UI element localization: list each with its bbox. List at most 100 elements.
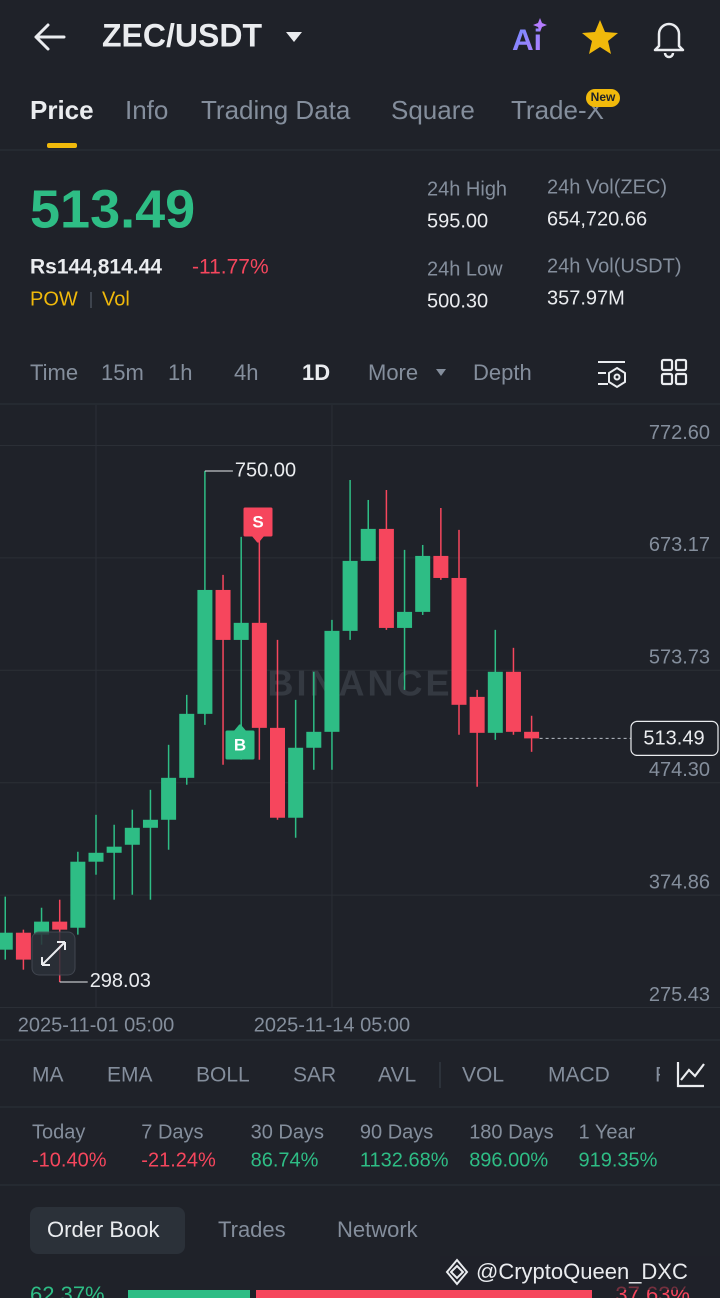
indicator[interactable]: MACD	[548, 1064, 610, 1087]
candle-body	[469, 696, 485, 733]
bottom-tab[interactable]: Trades	[218, 1217, 286, 1242]
bid-ratio: 62.37%	[30, 1282, 105, 1298]
y-tick-label: 374.86	[649, 871, 710, 893]
interval[interactable]: 4h	[234, 360, 258, 385]
candle-body	[433, 555, 449, 578]
watermark: BINANCE	[267, 663, 452, 704]
low-label: 298.03	[90, 970, 151, 992]
bottom-tabs: Order Book Trades Network	[47, 1217, 419, 1242]
indicator[interactable]: VOL	[462, 1064, 504, 1087]
indicator-settings-icon[interactable]	[676, 1062, 705, 1088]
period-change: 1132.68%	[360, 1149, 449, 1171]
new-badge-text: New	[591, 90, 616, 104]
tag[interactable]: Vol	[102, 288, 130, 310]
candle-body	[378, 528, 394, 628]
interval[interactable]: More	[368, 360, 418, 385]
stat-value: 357.97M	[547, 287, 625, 309]
trade-marker-label: B	[234, 735, 246, 754]
period-change: 86.74%	[251, 1149, 319, 1171]
candle-body	[179, 713, 195, 778]
interval[interactable]: 15m	[101, 360, 144, 385]
performance-row: Today -10.40% 7 Days -21.24% 30 Days 86.74% 90…	[32, 1121, 658, 1171]
candle-body	[251, 622, 267, 728]
x-tick-label: 2025-11-01 05:00	[18, 1014, 174, 1036]
stat-value: 654,720.66	[547, 208, 647, 230]
layout-icon[interactable]	[660, 358, 688, 386]
tab[interactable]: Trading Data	[201, 95, 351, 125]
stat-value: 500.30	[427, 290, 488, 312]
y-tick-label: 573.73	[649, 647, 710, 669]
tab[interactable]: Info	[125, 95, 168, 125]
candle-body	[52, 921, 68, 930]
stat-label: 24h Vol(USDT)	[547, 255, 682, 277]
trade-marker	[243, 507, 273, 543]
stat-value: 595.00	[427, 210, 488, 232]
fiat-price: Rs144,814.44	[30, 256, 162, 279]
last-price-box	[630, 720, 719, 756]
bottom-tab[interactable]: Network	[337, 1217, 419, 1242]
tab[interactable]: Price	[30, 95, 94, 125]
tag[interactable]: POW	[30, 288, 78, 310]
indicator[interactable]: SAR	[293, 1064, 336, 1087]
candle-body	[34, 921, 50, 935]
candle-body	[270, 727, 285, 818]
candle-body	[342, 560, 358, 631]
indicator[interactable]: BOLL	[196, 1064, 250, 1087]
candle-body	[451, 577, 467, 705]
period: 90 Days	[360, 1121, 433, 1143]
last-price-label: 513.49	[643, 728, 704, 750]
candle-body	[487, 671, 503, 733]
watermark-logo	[445, 1258, 469, 1286]
candle-body	[197, 589, 213, 714]
interval[interactable]: Time	[30, 360, 78, 385]
stats: 24h High 595.00 24h Vol(ZEC) 654,720.66 24h …	[427, 176, 682, 312]
stat-label: 24h Vol(ZEC)	[547, 176, 667, 198]
candle-body	[161, 777, 177, 820]
interval[interactable]: 1D	[302, 360, 330, 385]
watermark-bg	[440, 1256, 720, 1290]
candle-body	[505, 671, 521, 732]
candle-body	[306, 731, 322, 748]
trade-marker-label: S	[252, 512, 263, 531]
ai-button[interactable]: Ai	[512, 24, 542, 57]
candle-body	[233, 622, 249, 640]
indicator[interactable]: AVL	[378, 1064, 416, 1087]
period-change: -21.24%	[141, 1149, 216, 1171]
candle-body	[288, 747, 304, 818]
interval-bar: Time 15m 1h 4h 1D More Depth	[30, 360, 532, 385]
favorite-star[interactable]	[582, 20, 618, 54]
candle-body	[360, 528, 376, 561]
indicator[interactable]: EMA	[107, 1064, 153, 1087]
more-dropdown[interactable]	[436, 369, 446, 376]
y-tick-label: 275.43	[649, 984, 710, 1006]
period: 7 Days	[141, 1121, 203, 1143]
candle-body	[415, 555, 431, 612]
ai-sparkle	[533, 18, 547, 32]
candle-body	[324, 630, 340, 732]
y-tick-label: 673.17	[649, 534, 710, 556]
y-tick-label: 772.60	[649, 422, 710, 444]
trade-marker	[225, 724, 255, 760]
indicator[interactable]: MA	[32, 1064, 64, 1087]
pair-title[interactable]: ZEC/USDT	[102, 17, 262, 53]
last-price: 513.49	[30, 179, 195, 239]
bottom-tab[interactable]: Order Book	[47, 1217, 160, 1242]
chart-settings-icon[interactable]	[598, 361, 626, 389]
interval[interactable]: Depth	[473, 360, 532, 385]
back-button[interactable]	[34, 23, 66, 51]
indicator-bar: MAEMABOLLSARAVLVOLMACDR	[32, 1064, 670, 1087]
new-badge	[586, 89, 620, 107]
period-change: 896.00%	[469, 1149, 548, 1171]
candlestick-chart: BINANCE 772.60 673.17 573.73 474.30 374.86 275…	[0, 405, 720, 1036]
stat-label: 24h High	[427, 178, 507, 200]
candle-body	[142, 819, 158, 828]
active-bottom-tab	[30, 1207, 185, 1254]
y-tick-label: 474.30	[649, 759, 710, 781]
tab[interactable]: Square	[391, 95, 475, 125]
interval[interactable]: 1h	[168, 360, 192, 385]
period: Today	[32, 1121, 85, 1143]
pair-dropdown[interactable]	[286, 32, 302, 42]
notification-bell[interactable]	[653, 22, 685, 59]
